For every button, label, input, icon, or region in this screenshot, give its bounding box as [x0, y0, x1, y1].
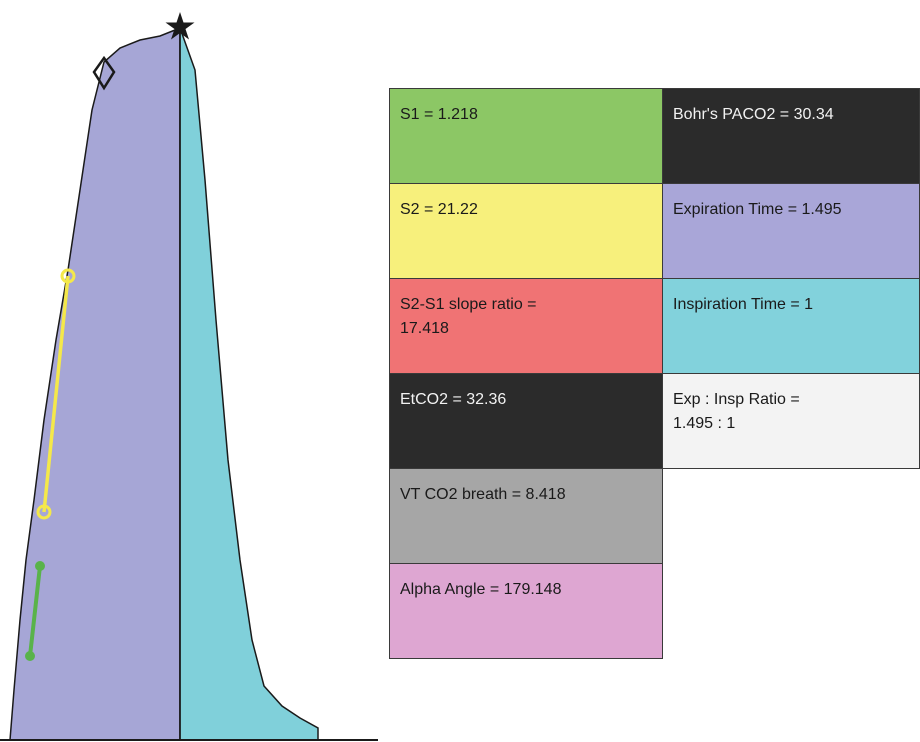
vt-co2-cell: VT CO2 breath = 8.418 — [389, 468, 663, 564]
star-icon — [165, 12, 195, 40]
alpha-angle-cell: Alpha Angle = 179.148 — [389, 563, 663, 659]
s1-start-point — [35, 561, 45, 571]
capnogram-waveform — [0, 12, 378, 741]
expiration-time-cell: Expiration Time = 1.495 — [662, 183, 920, 279]
exp-insp-ratio-cell: Exp : Insp Ratio = 1.495 : 1 — [662, 373, 920, 469]
s1-end-point — [25, 651, 35, 661]
s2-end-point — [36, 504, 52, 520]
slope-ratio-cell: S2-S1 slope ratio = 17.418 — [389, 278, 663, 374]
s2-cell: S2 = 21.22 — [389, 183, 663, 279]
diamond-icon — [92, 55, 116, 91]
expiration-area — [9, 26, 181, 741]
s1-segment — [25, 561, 45, 661]
inspiration-time-cell: Inspiration Time = 1 — [662, 278, 920, 374]
s1-cell: S1 = 1.218 — [389, 88, 663, 184]
s2-segment — [36, 268, 76, 520]
etco2-cell: EtCO2 = 32.36 — [389, 373, 663, 469]
s2-start-point — [60, 268, 76, 284]
bohr-paco2-cell: Bohr's PACO2 = 30.34 — [662, 88, 920, 184]
inspiration-area — [179, 27, 319, 741]
